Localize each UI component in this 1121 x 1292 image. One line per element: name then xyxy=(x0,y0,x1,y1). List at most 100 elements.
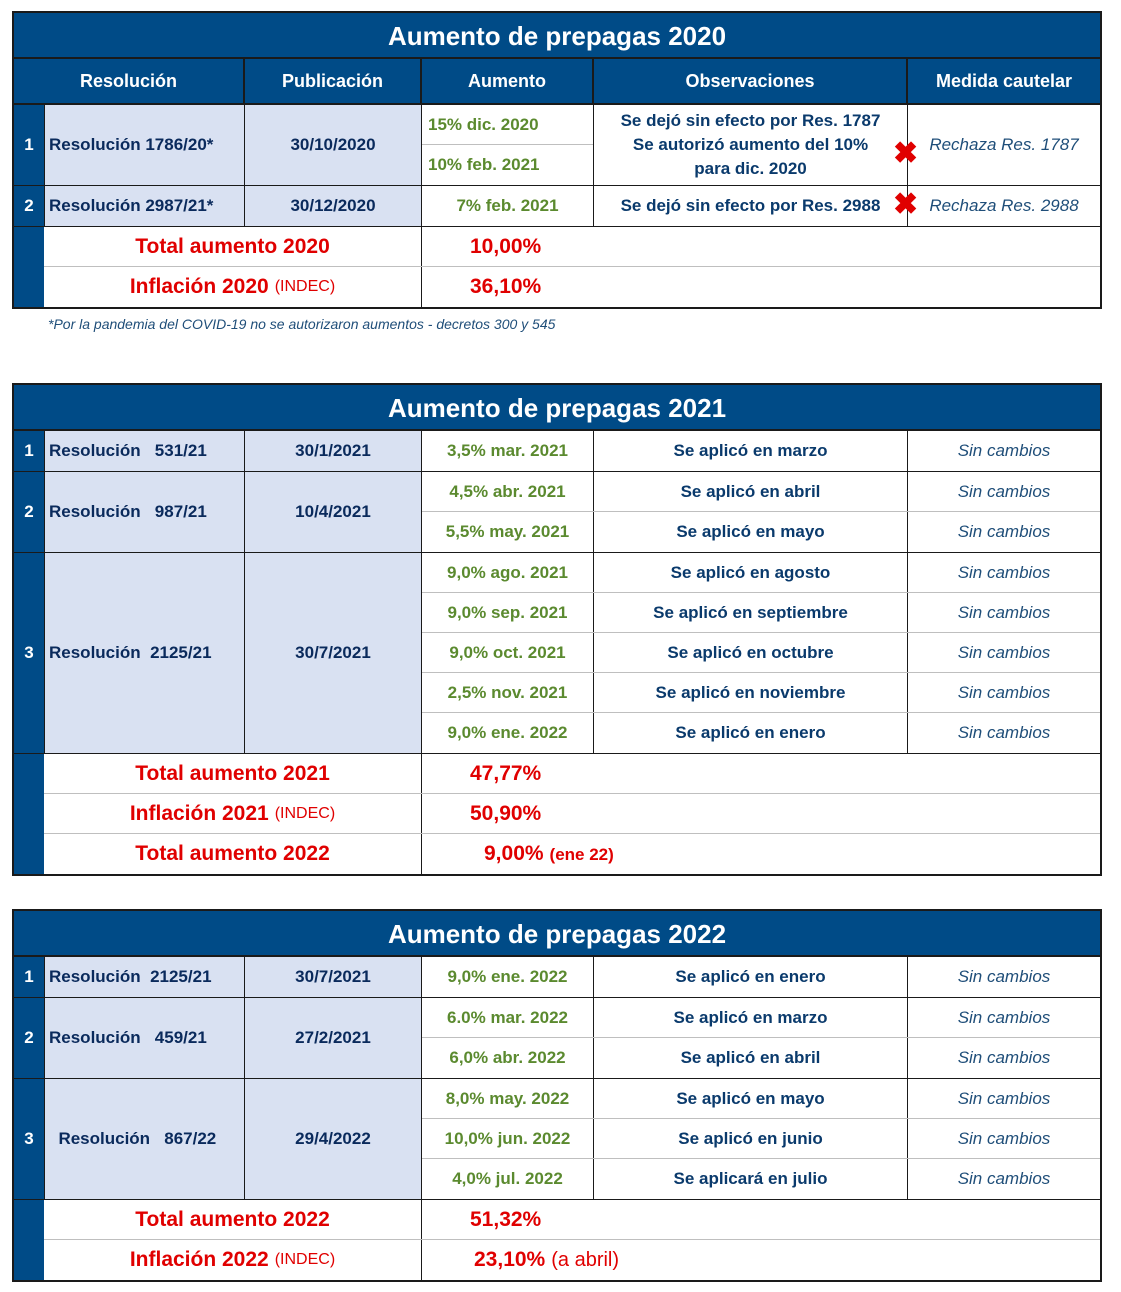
increase-value: 4,5% abr. 2021 xyxy=(422,472,594,511)
total-value: 47,77% xyxy=(470,761,542,785)
measure-cell: Sin cambios xyxy=(957,967,1051,986)
measure-cell: Sin cambios xyxy=(957,723,1051,742)
totals-side-bar xyxy=(14,754,44,874)
increase-value: 8,0% may. 2022 xyxy=(422,1079,594,1118)
observation-cell: Se aplicó en octubre xyxy=(594,633,908,672)
footnote: *Por la pandemia del COVID-19 no se auto… xyxy=(48,316,556,332)
total-value: 9,00% xyxy=(484,842,544,865)
increase-value: 10% feb. 2021 xyxy=(428,155,540,174)
observation-line: Se dejó sin efecto por Res. 1787 xyxy=(620,111,881,130)
table-group: 3 Resolución 867/22 29/4/2022 8,0% may. … xyxy=(14,1079,1100,1200)
increase-value: 10,0% jun. 2022 xyxy=(422,1119,594,1158)
row-number: 1 xyxy=(14,957,44,997)
observation-line: Se autorizó aumento del 10% xyxy=(632,135,869,154)
increase-value: 3,5% mar. 2021 xyxy=(422,431,594,471)
inflation-row: Inflación 2021 (INDEC) 50,90% xyxy=(44,794,1100,834)
inflation-note: (a abril) xyxy=(551,1249,620,1271)
header-medida-cautelar: Medida cautelar xyxy=(935,70,1073,91)
measure-cell: Sin cambios xyxy=(957,602,1051,622)
total-value: 51,32% xyxy=(470,1207,542,1231)
total-label: Total aumento 2022 xyxy=(135,842,330,865)
totals-side-bar xyxy=(14,227,44,307)
table-group: 2 Resolución 459/21 27/2/2021 6.0% mar. … xyxy=(14,998,1100,1079)
increase-value: 15% dic. 2020 xyxy=(422,105,593,145)
measure-cell: Sin cambios xyxy=(957,1088,1051,1108)
measure-cell: Sin cambios xyxy=(957,481,1051,501)
inflation-row: Inflación 2020 (INDEC) 36,10% xyxy=(44,267,1100,307)
observation-cell: Se aplicó en marzo xyxy=(594,431,908,471)
total-note: (ene 22) xyxy=(549,845,614,864)
measure-cell: Sin cambios xyxy=(957,522,1051,541)
table-title: Aumento de prepagas 2021 xyxy=(14,385,1100,431)
table-row: 9,0% oct. 2021 Se aplicó en octubre Sin … xyxy=(422,633,1100,673)
increase-value: 5,5% may. 2021 xyxy=(422,512,594,552)
inflation-value: 23,10% xyxy=(474,1248,546,1271)
totals-block: Total aumento 2022 51,32% Inflación 2022… xyxy=(14,1200,1100,1280)
observation-cell: Se aplicó en agosto xyxy=(594,553,908,592)
inflation-source: (INDEC) xyxy=(274,804,336,822)
inflation-value: 50,90% xyxy=(470,801,542,825)
row-number: 2 xyxy=(14,186,44,226)
total-row: Total aumento 2022 51,32% xyxy=(44,1200,1100,1240)
table-row: 8,0% may. 2022 Se aplicó en mayo Sin cam… xyxy=(422,1079,1100,1119)
table-row: 6.0% mar. 2022 Se aplicó en marzo Sin ca… xyxy=(422,998,1100,1038)
total-row: Total aumento 2022 9,00% (ene 22) xyxy=(44,834,1100,874)
table-row: 2 Resolución 2987/21* 30/12/2020 7% feb.… xyxy=(14,186,1100,227)
header-resolucion: Resolución xyxy=(14,59,245,103)
table-row: 9,0% sep. 2021 Se aplicó en septiembre S… xyxy=(422,593,1100,633)
increase-value: 7% feb. 2021 xyxy=(422,186,594,226)
measure-cell: Sin cambios xyxy=(957,1007,1051,1027)
inflation-label: Inflación 2020 xyxy=(129,275,269,298)
observation-cell: Se aplicó en enero xyxy=(594,713,908,753)
table-row: 4,0% jul. 2022 Se aplicará en julio Sin … xyxy=(422,1159,1100,1199)
total-label: Total aumento 2021 xyxy=(135,761,330,785)
total-label: Total aumento 2022 xyxy=(135,1207,330,1231)
measure-cell: Sin cambios xyxy=(957,1128,1051,1148)
publication-cell: 29/4/2022 xyxy=(245,1079,422,1199)
table-row: 3,5% mar. 2021 Se aplicó en marzo Sin ca… xyxy=(422,431,1100,471)
row-number: 1 xyxy=(14,431,44,471)
publication-cell: 27/2/2021 xyxy=(245,998,422,1078)
measure-cell: Rechaza Res. 1787 xyxy=(929,135,1079,154)
table-group: 2 Resolución 987/21 10/4/2021 4,5% abr. … xyxy=(14,472,1100,553)
observation-cell: Se aplicará en julio xyxy=(594,1159,908,1199)
row-number: 1 xyxy=(14,105,44,185)
increase-value: 2,5% nov. 2021 xyxy=(422,673,594,712)
observation-cell: Se aplicó en abril xyxy=(594,1038,908,1078)
table-title: Aumento de prepagas 2022 xyxy=(14,911,1100,957)
resolution-cell: Resolución 531/21 xyxy=(44,431,245,471)
total-label: Total aumento 2020 xyxy=(135,234,330,258)
resolution-cell: Resolución 867/22 xyxy=(44,1079,245,1199)
total-row: Total aumento 2020 10,00% xyxy=(44,227,1100,267)
resolution-cell: Resolución 459/21 xyxy=(44,998,245,1078)
publication-cell: 10/4/2021 xyxy=(245,472,422,552)
measure-cell: Sin cambios xyxy=(957,1048,1051,1067)
inflation-row: Inflación 2022 (INDEC) 23,10% (a abril) xyxy=(44,1240,1100,1280)
table-2022: Aumento de prepagas 2022 1 Resolución 21… xyxy=(12,909,1102,1282)
inflation-label: Inflación 2021 xyxy=(129,801,269,825)
observation-cell: Se dejó sin efecto por Res. 2988 xyxy=(594,186,908,226)
table-row: 4,5% abr. 2021 Se aplicó en abril Sin ca… xyxy=(422,472,1100,512)
table-row: 5,5% may. 2021 Se aplicó en mayo Sin cam… xyxy=(422,512,1100,552)
inflation-label: Inflación 2022 xyxy=(129,1248,269,1271)
observation-cell: Se aplicó en marzo xyxy=(594,998,908,1037)
table-row: 9,0% ene. 2022 Se aplicó en enero Sin ca… xyxy=(422,957,1100,997)
total-row: Total aumento 2021 47,77% xyxy=(44,754,1100,794)
publication-cell: 30/1/2021 xyxy=(245,431,422,471)
row-number: 2 xyxy=(14,472,44,552)
header-aumento: Aumento xyxy=(422,59,594,103)
observation-cell: Se aplicó en abril xyxy=(594,472,908,511)
header-publicacion: Publicación xyxy=(245,59,422,103)
resolution-cell: Resolución 2125/21 xyxy=(44,553,245,753)
row-number: 3 xyxy=(14,553,44,753)
measure-cell: Sin cambios xyxy=(957,682,1051,702)
increase-value: 9,0% sep. 2021 xyxy=(422,593,594,632)
totals-block: Total aumento 2021 47,77% Inflación 2021… xyxy=(14,754,1100,874)
table-group: 3 Resolución 2125/21 30/7/2021 9,0% ago.… xyxy=(14,553,1100,754)
measure-cell: Rechaza Res. 2988 xyxy=(929,196,1079,215)
inflation-source: (INDEC) xyxy=(274,1251,336,1268)
table-row: 9,0% ago. 2021 Se aplicó en agosto Sin c… xyxy=(422,553,1100,593)
table-title: Aumento de prepagas 2020 xyxy=(14,13,1100,59)
totals-side-bar xyxy=(14,1200,44,1280)
resolution-cell: Resolución 987/21 xyxy=(44,472,245,552)
